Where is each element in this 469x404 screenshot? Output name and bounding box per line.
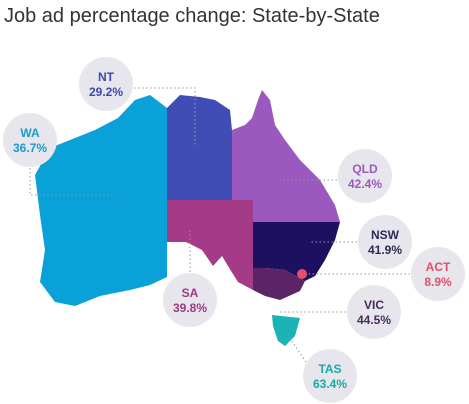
state-value: 42.4%: [348, 177, 382, 191]
label-bubble: [163, 273, 217, 327]
state-name: NSW: [371, 228, 400, 242]
nt-region: [167, 95, 232, 200]
title: Job ad percentage change: State-by-State: [4, 5, 380, 27]
leader-line: [29, 168, 115, 196]
state-value: 44.5%: [357, 313, 391, 327]
state-value: 36.7%: [13, 141, 47, 155]
australia-map: [35, 90, 340, 346]
wa-region: [35, 95, 167, 306]
label-bubble: [338, 149, 392, 203]
label-bubble: [303, 349, 357, 403]
leader-line: [287, 334, 307, 363]
state-value: 8.9%: [424, 275, 452, 289]
tas-region: [272, 315, 300, 346]
state-name: TAS: [318, 362, 341, 376]
state-name: VIC: [364, 298, 384, 312]
label-bubble: [358, 215, 412, 269]
nsw-region: [253, 222, 340, 281]
state-name: WA: [20, 126, 40, 140]
state-value: 63.4%: [313, 377, 347, 391]
state-name: SA: [182, 286, 199, 300]
state-value: 41.9%: [368, 243, 402, 257]
label-bubble: [411, 247, 465, 301]
sa-region: [167, 200, 253, 290]
state-value: 39.8%: [173, 301, 207, 315]
state-value: 29.2%: [89, 85, 123, 99]
state-name: NT: [98, 70, 115, 84]
label-bubble: [3, 113, 57, 167]
qld-region: [232, 90, 340, 222]
label-bubble: [79, 57, 133, 111]
state-name: ACT: [426, 260, 451, 274]
act-region: [297, 269, 307, 279]
state-name: QLD: [352, 162, 378, 176]
vic-region: [253, 268, 305, 300]
leader-line: [134, 87, 196, 145]
label-bubble: [347, 285, 401, 339]
